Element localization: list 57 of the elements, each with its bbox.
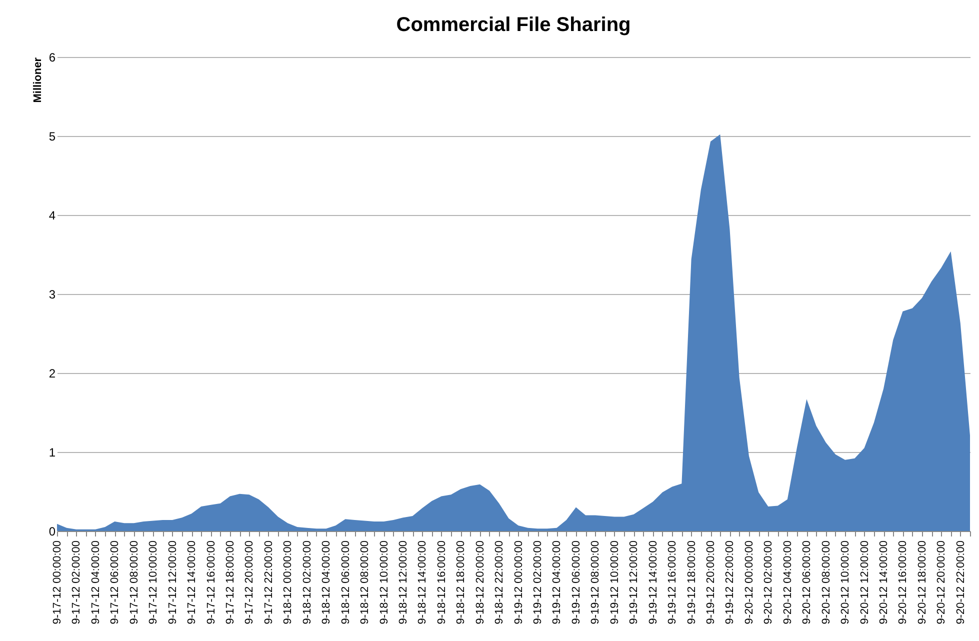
x-tick-label: 9-18-12 00:00:00 xyxy=(282,540,294,624)
y-tick-label: 5 xyxy=(48,130,56,144)
x-tick-label: 9-19-12 10:00:00 xyxy=(608,540,621,624)
x-tick-label: 9-17-12 14:00:00 xyxy=(186,540,198,624)
y-tick-label: 6 xyxy=(48,50,56,64)
x-tick-label: 9-17-12 18:00:00 xyxy=(224,540,236,624)
x-tick-label: 9-19-12 06:00:00 xyxy=(570,540,582,624)
x-tick-label: 9-19-12 12:00:00 xyxy=(628,540,640,624)
x-tick-label: 9-17-12 06:00:00 xyxy=(109,540,122,624)
chart-title: Commercial File Sharing xyxy=(396,14,631,36)
x-tick-label: 9-18-12 08:00:00 xyxy=(359,540,372,624)
x-tick-label: 9-19-12 20:00:00 xyxy=(705,540,718,624)
x-tick-label: 9-18-12 06:00:00 xyxy=(340,540,352,624)
x-tick-label: 9-18-12 10:00:00 xyxy=(378,540,390,624)
x-tick-label: 9-18-12 04:00:00 xyxy=(320,540,333,624)
x-tick-label: 9-18-12 02:00:00 xyxy=(301,540,314,624)
x-tick-label: 9-20-12 02:00:00 xyxy=(762,540,775,624)
x-tick-label: 9-17-12 00:00:00 xyxy=(52,540,64,624)
x-tick-label: 9-20-12 04:00:00 xyxy=(782,540,794,624)
y-tick-label: 1 xyxy=(48,446,56,460)
x-tick-label: 9-20-12 06:00:00 xyxy=(801,540,814,624)
x-tick-label: 9-18-12 12:00:00 xyxy=(397,540,410,624)
y-tick-label: 4 xyxy=(48,208,56,222)
y-tick-label: 3 xyxy=(48,288,56,302)
y-tick-label: 2 xyxy=(48,366,56,380)
x-tick-label: 9-20-12 00:00:00 xyxy=(743,540,756,624)
x-tick-label: 9-19-12 04:00:00 xyxy=(551,540,564,624)
x-tick-label: 9-20-12 20:00:00 xyxy=(936,540,948,624)
x-tick-label: 9-19-12 00:00:00 xyxy=(512,540,525,624)
x-tick-label: 9-20-12 22:00:00 xyxy=(954,540,967,624)
x-tick-label: 9-20-12 16:00:00 xyxy=(897,540,910,624)
x-tick-label: 9-19-12 02:00:00 xyxy=(532,540,544,624)
x-tick-label: 9-18-12 14:00:00 xyxy=(416,540,429,624)
x-tick-label: 9-18-12 16:00:00 xyxy=(436,540,448,624)
x-tick-label: 9-19-12 14:00:00 xyxy=(647,540,660,624)
x-tick-label: 9-18-12 18:00:00 xyxy=(455,540,468,624)
x-tick-label: 9-17-12 16:00:00 xyxy=(205,540,218,624)
x-tick-label: 9-20-12 10:00:00 xyxy=(840,540,852,624)
x-tick-label: 9-17-12 22:00:00 xyxy=(262,540,275,624)
x-tick-label: 9-19-12 08:00:00 xyxy=(590,540,602,624)
x-tick-label: 9-19-12 16:00:00 xyxy=(666,540,679,624)
x-tick-label: 9-20-12 12:00:00 xyxy=(858,540,871,624)
x-tick-label: 9-18-12 22:00:00 xyxy=(494,540,506,624)
x-tick-label: 9-17-12 02:00:00 xyxy=(70,540,83,624)
x-tick-label: 9-17-12 10:00:00 xyxy=(148,540,160,624)
x-tick-label: 9-20-12 08:00:00 xyxy=(820,540,832,624)
y-axis-title: Millioner xyxy=(32,56,44,103)
x-tick-label: 9-19-12 22:00:00 xyxy=(724,540,736,624)
x-tick-label: 9-20-12 18:00:00 xyxy=(916,540,928,624)
x-tick-label: 9-17-12 08:00:00 xyxy=(128,540,140,624)
x-tick-label: 9-18-12 20:00:00 xyxy=(474,540,486,624)
x-tick-label: 9-17-12 20:00:00 xyxy=(244,540,256,624)
x-tick-label: 9-17-12 12:00:00 xyxy=(166,540,179,624)
y-tick-label: 0 xyxy=(48,524,56,538)
x-tick-label: 9-19-12 18:00:00 xyxy=(686,540,698,624)
x-tick-label: 9-20-12 14:00:00 xyxy=(878,540,890,624)
x-tick-label: 9-17-12 04:00:00 xyxy=(90,540,102,624)
